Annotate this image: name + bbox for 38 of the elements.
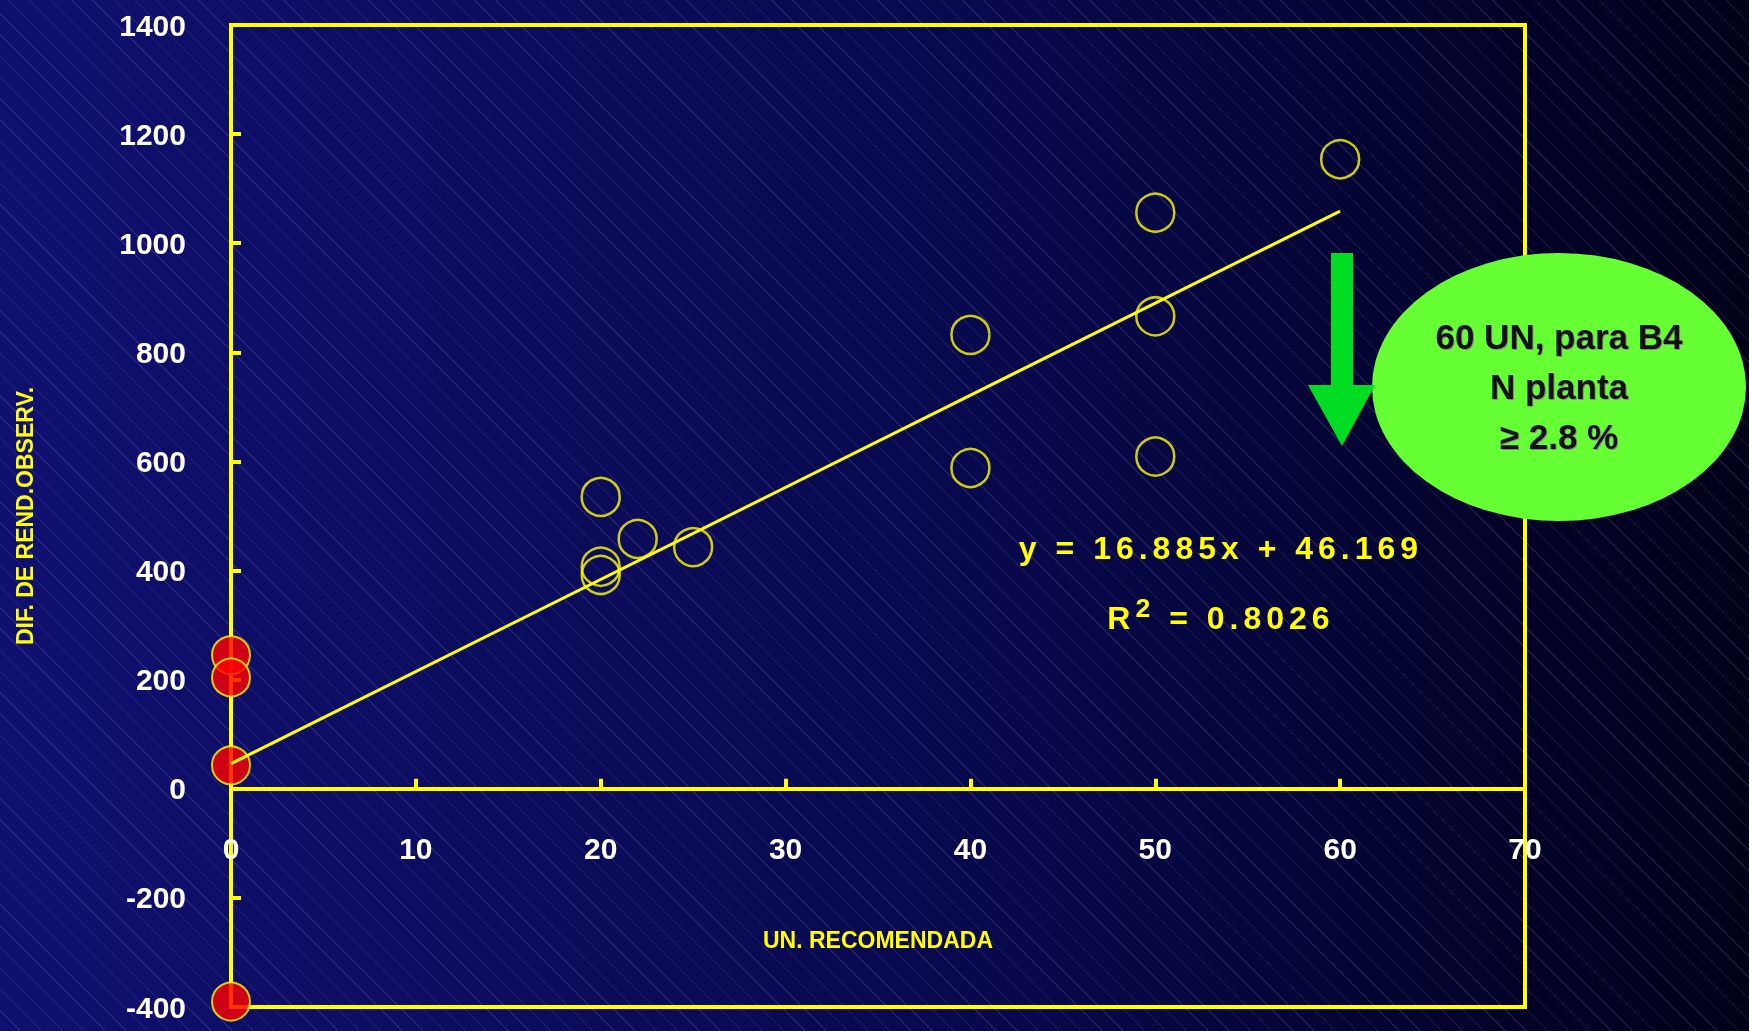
annotation: 60 UN, para B4 bbox=[1435, 316, 1683, 358]
point bbox=[950, 447, 991, 489]
y-tick-label: 400 bbox=[135, 554, 186, 588]
annotation: y = 16.885x + 46.169 bbox=[1018, 530, 1424, 567]
y-tick-label: 800 bbox=[135, 335, 186, 369]
point bbox=[580, 546, 621, 587]
point bbox=[580, 476, 621, 518]
y-tick-label: -200 bbox=[125, 881, 186, 915]
y-tick-label: 200 bbox=[135, 663, 186, 697]
annotation: R$^{2}$ = 0.8026 bbox=[1107, 593, 1335, 637]
callout-ellipse: 60 UN, para B4 N planta ≥ 2.8 % bbox=[1372, 253, 1746, 521]
point bbox=[211, 657, 251, 698]
point bbox=[617, 518, 658, 560]
point bbox=[211, 981, 251, 1022]
y-tick-label: 1400 bbox=[119, 8, 186, 42]
point bbox=[580, 554, 621, 596]
point bbox=[1319, 138, 1361, 180]
point bbox=[672, 526, 714, 568]
x-tick-label: 50 bbox=[1138, 832, 1172, 866]
x-tick-label: 40 bbox=[953, 832, 988, 866]
x-tick-label: 10 bbox=[399, 832, 433, 866]
x-tick-label: 20 bbox=[584, 832, 618, 866]
y-tick-label: 600 bbox=[135, 444, 186, 478]
y-tick-label: 0 bbox=[169, 772, 186, 806]
point bbox=[1135, 436, 1176, 477]
annotation: ≥ 2.8 % bbox=[1499, 416, 1619, 458]
x-tick-label: 60 bbox=[1323, 832, 1357, 866]
y-tick-label: 1200 bbox=[119, 117, 186, 151]
point bbox=[1135, 192, 1176, 233]
x-axis-title: UN. RECOMENDADA bbox=[763, 927, 993, 954]
point bbox=[950, 314, 991, 356]
annotation: N planta bbox=[1489, 366, 1629, 408]
point bbox=[1135, 296, 1176, 337]
y-tick-label: -400 bbox=[125, 990, 186, 1024]
point bbox=[211, 745, 251, 786]
x-tick-label: 30 bbox=[768, 832, 803, 866]
y-tick-label: 1000 bbox=[119, 226, 186, 260]
y-axis-title: DIF. DE REND.OBSERV. bbox=[11, 386, 38, 646]
